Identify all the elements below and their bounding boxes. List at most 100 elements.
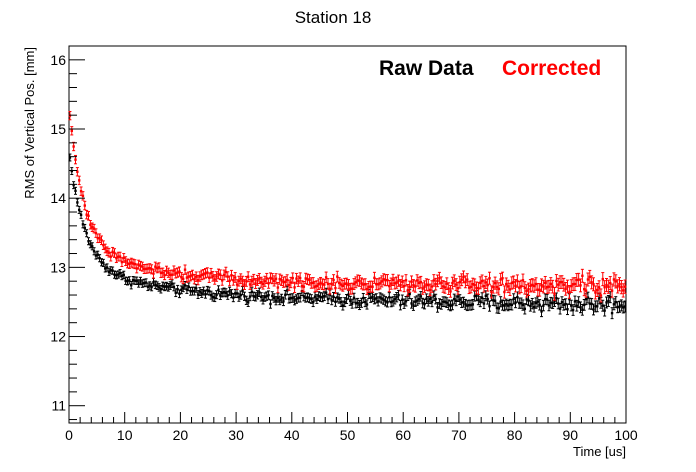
data-point <box>425 283 428 286</box>
data-point <box>337 297 341 300</box>
data-point <box>256 279 259 282</box>
data-point <box>126 262 129 265</box>
data-point <box>350 287 354 290</box>
data-point <box>168 284 172 287</box>
data-point <box>466 278 469 281</box>
data-point <box>287 283 291 287</box>
data-point <box>397 279 400 282</box>
data-point <box>430 285 434 288</box>
data-point <box>347 283 350 287</box>
data-point <box>336 275 339 278</box>
data-point <box>417 297 421 301</box>
data-point <box>427 283 430 287</box>
data-point <box>532 305 536 309</box>
data-point <box>350 302 354 305</box>
data-point <box>506 285 510 288</box>
data-point <box>571 308 575 312</box>
data-point <box>120 274 124 278</box>
data-point <box>144 281 148 284</box>
data-point <box>516 279 519 283</box>
data-point <box>243 295 246 298</box>
data-point <box>352 282 356 286</box>
data-point <box>319 295 322 299</box>
data-point <box>419 280 423 284</box>
data-point <box>167 286 170 289</box>
data-point <box>430 300 434 304</box>
data-point <box>139 279 142 283</box>
data-point <box>607 285 610 288</box>
data-point <box>89 243 92 246</box>
data-point <box>356 301 359 305</box>
axes: 0 10 20 30 40 50 60 70 80 90 100 11 12 13 14 15 16 <box>50 45 638 443</box>
data-point <box>178 270 181 273</box>
data-point <box>81 194 85 198</box>
data-point <box>581 274 584 277</box>
data-point <box>226 294 229 297</box>
data-point <box>378 296 382 299</box>
data-point <box>363 283 367 286</box>
data-point <box>204 292 207 296</box>
data-point <box>87 240 90 243</box>
data-point <box>98 237 101 240</box>
data-point <box>514 301 517 304</box>
data-point <box>568 297 571 301</box>
data-point <box>464 280 467 284</box>
data-point <box>419 295 423 298</box>
data-point <box>343 300 346 304</box>
data-point <box>434 297 437 301</box>
data-point <box>248 295 252 298</box>
legend-label-corrected: Corrected <box>502 57 601 80</box>
data-point <box>282 280 285 284</box>
data-point <box>512 297 515 301</box>
data-point <box>157 286 161 289</box>
data-point <box>519 301 523 305</box>
data-point <box>508 303 512 306</box>
data-point <box>538 288 541 292</box>
data-point <box>477 298 480 301</box>
data-point <box>614 280 617 283</box>
data-point <box>265 294 268 298</box>
data-point <box>341 304 345 307</box>
data-point <box>486 283 489 287</box>
data-point <box>393 298 397 301</box>
data-point <box>388 284 391 288</box>
data-point <box>367 285 371 289</box>
data-point <box>267 282 270 285</box>
data-point <box>258 291 261 294</box>
data-point <box>354 281 358 284</box>
data-point <box>152 280 155 284</box>
data-point <box>91 245 94 248</box>
data-point <box>456 295 460 298</box>
data-point <box>471 282 475 286</box>
data-point <box>423 302 426 306</box>
data-point <box>620 285 623 289</box>
data-point <box>163 273 166 277</box>
data-point <box>352 296 356 299</box>
data-point <box>623 305 627 308</box>
data-point <box>534 282 538 286</box>
data-point <box>120 260 124 264</box>
data-point <box>594 291 597 294</box>
data-point <box>148 267 151 270</box>
data-point <box>219 294 222 297</box>
data-point <box>545 298 549 301</box>
data-point <box>159 287 163 291</box>
data-point <box>360 282 363 285</box>
data-point <box>441 300 445 303</box>
data-point <box>163 285 166 289</box>
data-point <box>375 297 378 300</box>
data-point <box>302 295 306 298</box>
data-point <box>239 293 242 297</box>
data-point <box>274 299 278 302</box>
data-point <box>343 282 346 286</box>
data-point <box>497 287 501 291</box>
data-point <box>96 253 99 256</box>
data-point <box>367 292 371 296</box>
data-point <box>453 297 456 301</box>
data-point <box>477 287 480 290</box>
data-point <box>310 281 313 285</box>
data-point <box>362 283 365 286</box>
data-point <box>616 285 619 288</box>
data-point <box>328 287 332 290</box>
data-point <box>206 271 209 274</box>
